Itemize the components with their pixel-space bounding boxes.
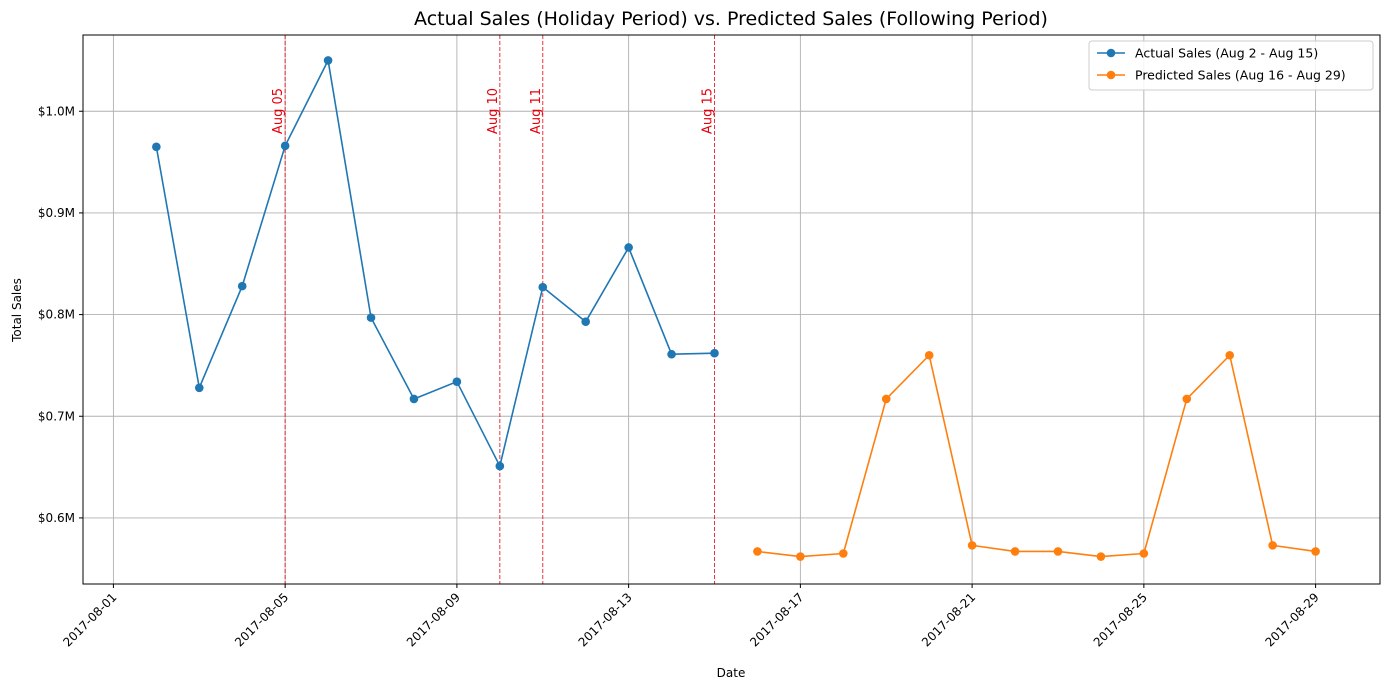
legend: Actual Sales (Aug 2 - Aug 15) Predicted S…	[1088, 40, 1374, 91]
series-1-point	[624, 243, 633, 252]
series-2-point	[839, 549, 848, 558]
y-tick-label: $1.0M	[38, 104, 75, 118]
series-2-point	[1010, 547, 1020, 556]
series-1-point	[237, 281, 247, 291]
series-2-point	[1139, 549, 1149, 558]
series-2-point	[1311, 547, 1320, 556]
annotation-label: Aug 11	[529, 88, 544, 134]
grid	[83, 35, 1380, 584]
annotation-label: Aug 15	[701, 88, 716, 134]
series-2-point	[967, 541, 977, 550]
legend-label: Predicted Sales (Aug 16 - Aug 29)	[1135, 68, 1346, 83]
annotation-label: Aug 05	[271, 88, 286, 134]
y-tick-label: $0.9M	[38, 206, 75, 220]
series-2-point	[753, 547, 762, 556]
series-1-point	[194, 383, 204, 393]
series-1-point	[323, 56, 333, 65]
series-1-point	[152, 142, 161, 152]
series-2-point	[796, 552, 805, 561]
series-2-point	[1053, 547, 1063, 556]
series-1-point	[710, 348, 719, 358]
series-1-point	[581, 317, 590, 327]
series-1-point	[538, 282, 548, 292]
series	[152, 56, 1320, 561]
series-1-point	[366, 313, 376, 322]
series-2-point	[1182, 394, 1192, 404]
y-axis-label: Total Sales	[10, 278, 24, 343]
annotations: Aug 05 Aug 10 Aug 11 Aug 15	[271, 35, 716, 584]
legend-marker	[1106, 70, 1116, 80]
x-axis-label: Date	[717, 666, 746, 680]
plot-frame	[82, 34, 1381, 585]
series-2-point	[1225, 350, 1235, 360]
series-line-1	[155, 59, 715, 467]
series-2-point	[1096, 552, 1106, 561]
series-2-point	[1268, 541, 1277, 550]
series-line-2	[757, 354, 1316, 558]
series-1-point	[280, 141, 290, 151]
legend-label: Actual Sales (Aug 2 - Aug 15)	[1135, 46, 1318, 61]
series-1-point	[452, 377, 462, 386]
y-tick-label: $0.7M	[38, 409, 75, 423]
series-2-point	[881, 394, 891, 404]
y-tick-label: $0.6M	[38, 511, 75, 525]
legend-marker	[1106, 48, 1116, 58]
series-1-point	[495, 461, 505, 471]
chart-title: Actual Sales (Holiday Period) vs. Predic…	[414, 8, 1048, 30]
y-axis: $0.6M $0.7M $0.8M $0.9M $1.0M	[38, 104, 83, 525]
legend-box	[1088, 40, 1374, 91]
series-1-point	[667, 349, 676, 359]
y-tick-label: $0.8M	[38, 308, 75, 322]
annotation-label: Aug 10	[486, 88, 501, 134]
series-1-point	[409, 394, 419, 404]
series-2-point	[924, 350, 934, 360]
